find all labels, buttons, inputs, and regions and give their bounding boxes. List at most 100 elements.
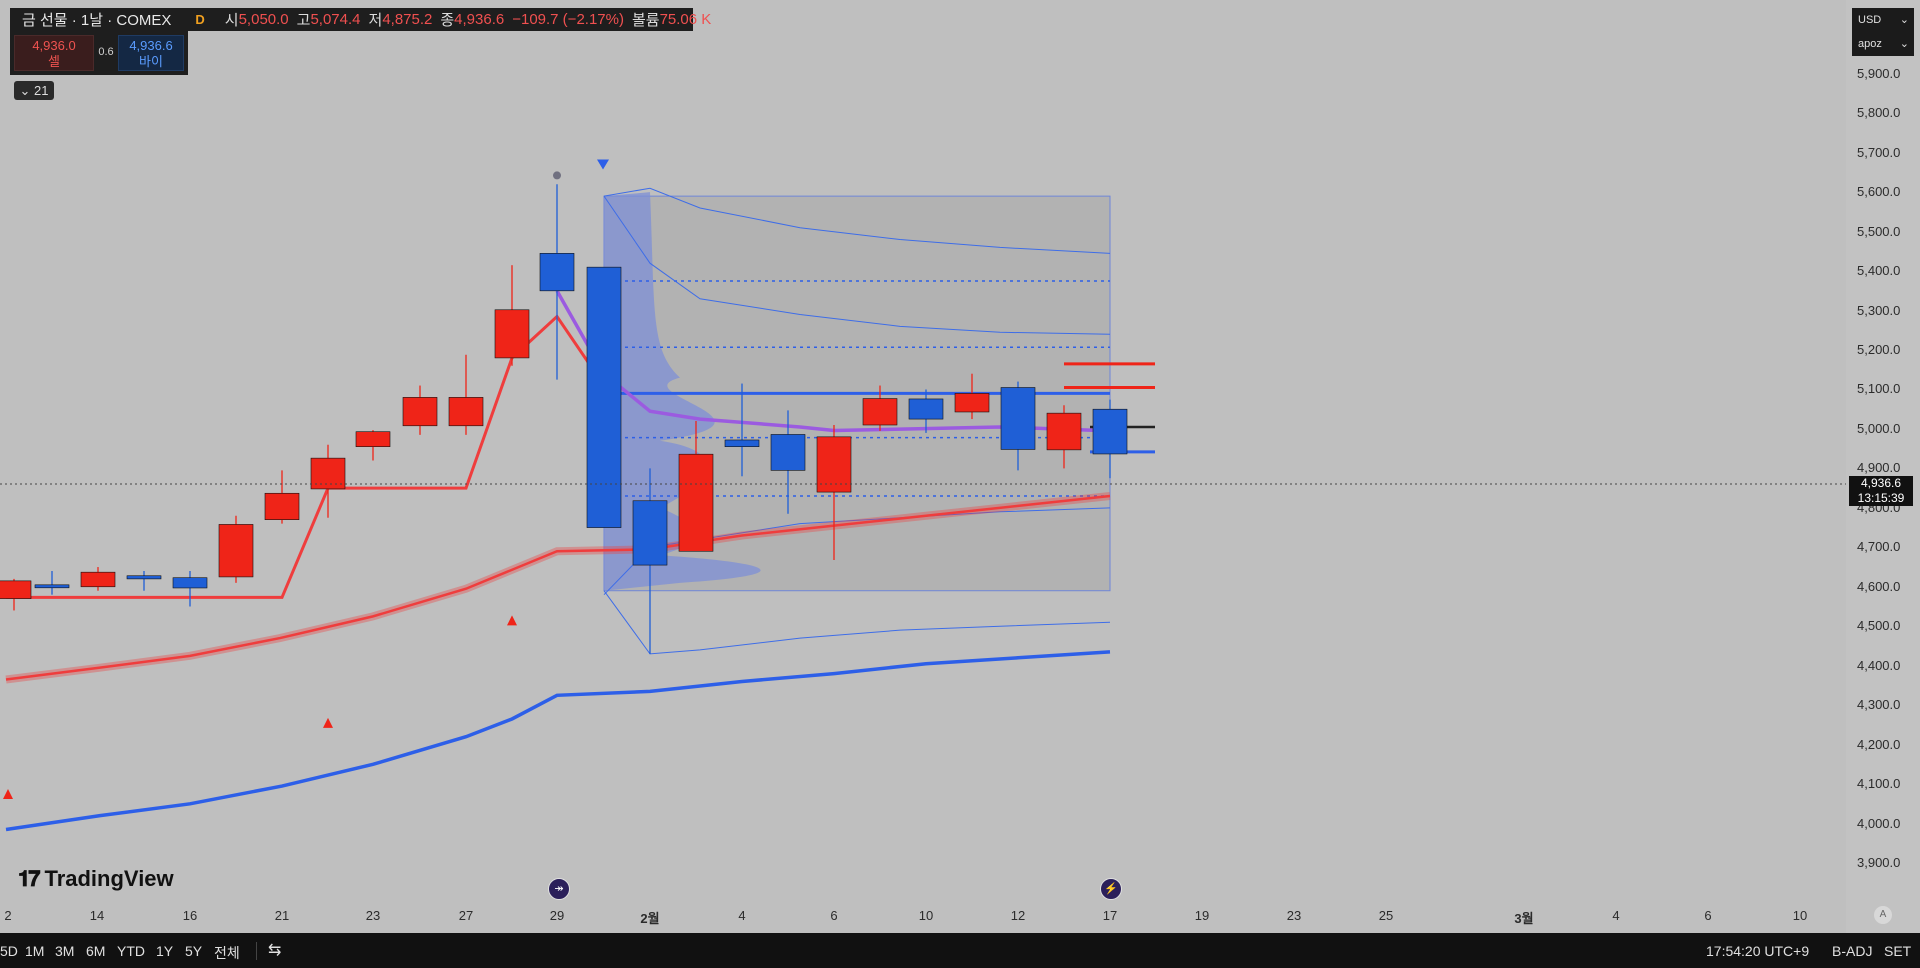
candle-body	[632, 500, 668, 566]
time-tick-label: 19	[1194, 908, 1210, 923]
date-range-icon[interactable]: ⇆	[268, 942, 282, 959]
candle	[1000, 381, 1036, 471]
indicators-collapse-button[interactable]: ⌄ 21	[14, 81, 54, 100]
price-tick-label: 5,900.0	[1857, 65, 1901, 81]
current-price-tag: 4,936.6 13:15:39	[1849, 476, 1913, 506]
supertrend-line	[6, 314, 606, 599]
currency-select[interactable]: USD ⌄	[1852, 8, 1914, 32]
range-6m[interactable]: 6M	[86, 943, 106, 959]
logo-text: TradingView	[44, 866, 174, 891]
range-ytd[interactable]: YTD	[117, 943, 145, 959]
adjustment-toggle[interactable]: B-ADJ	[1832, 943, 1873, 959]
price-tick-label: 4,400.0	[1857, 657, 1901, 673]
open-value: 5,050.0	[238, 11, 289, 28]
candle	[310, 444, 346, 518]
time-tick-label: 16	[182, 908, 198, 923]
time-tick-label: 6	[1704, 908, 1712, 923]
dividend-event-icon[interactable]: ⚡	[1100, 878, 1122, 900]
candle	[402, 385, 438, 435]
candle	[494, 265, 530, 366]
sell-button[interactable]: 4,936.0 셀	[14, 35, 94, 71]
range-all[interactable]: 전체	[214, 945, 240, 961]
range-1y[interactable]: 1Y	[156, 943, 174, 959]
candle	[632, 468, 668, 654]
sell-signal-icon	[597, 159, 609, 170]
chevron-down-icon: ⌄	[1899, 38, 1909, 50]
signal-markers	[3, 159, 609, 799]
range-3m[interactable]: 3M	[55, 943, 75, 959]
volume-value: 75.06 K	[659, 11, 712, 28]
candle	[1092, 399, 1128, 479]
time-tick-label: 27	[458, 908, 474, 923]
time-tick-label: 14	[89, 908, 105, 923]
price-tick-label: 4,200.0	[1857, 736, 1901, 752]
bar-countdown: 13:15:39	[1857, 491, 1905, 505]
candle-body	[172, 577, 208, 589]
candle	[126, 570, 162, 591]
price-tick-label: 5,200.0	[1857, 342, 1901, 358]
price-tick-label: 4,100.0	[1857, 776, 1901, 792]
currency-value: USD	[1858, 14, 1882, 26]
volume-label: 볼륨	[631, 12, 660, 29]
open-label: 시	[224, 12, 239, 29]
price-tick-label: 5,300.0	[1857, 302, 1901, 318]
time-tick-label: 21	[274, 908, 290, 923]
tradingview-logo[interactable]: 𝟏𝟕 TradingView	[18, 866, 174, 892]
spread-value: 0.6	[98, 46, 114, 58]
buy-label: 바이	[139, 54, 163, 69]
band-lower	[603, 590, 1111, 655]
clock[interactable]: 17:54:20 UTC+9	[1706, 943, 1810, 959]
candle	[586, 266, 622, 528]
band-mid-upper	[603, 195, 1111, 335]
candle-body	[402, 397, 438, 427]
candle	[816, 424, 852, 560]
session-toggle[interactable]: SET	[1884, 943, 1912, 959]
bottom-toolbar: 5D 1M 3M 6M YTD 1Y 5Y 전체 ⇆ 17:54:20 UTC+…	[0, 933, 1920, 968]
buy-signal-icon	[323, 717, 333, 728]
candle-body	[816, 436, 852, 493]
ema-red-line	[5, 494, 1111, 681]
current-price: 4,936.6	[1860, 476, 1902, 490]
interval-badge: D	[195, 12, 205, 27]
time-tick-label: 17	[1102, 908, 1118, 923]
profile-select[interactable]: apoz ⌄	[1852, 32, 1914, 56]
time-tick-label: 23	[1286, 908, 1302, 923]
currency-unit-panel: USD ⌄ apoz ⌄	[1852, 8, 1914, 56]
profile-value: apoz	[1858, 38, 1882, 50]
tradingview-logo-icon: 𝟏𝟕	[18, 866, 41, 891]
candle-body	[448, 397, 484, 427]
candle	[264, 470, 300, 524]
price-tick-label: 4,700.0	[1857, 539, 1901, 555]
candle	[172, 570, 208, 607]
buy-button[interactable]: 4,936.6 바이	[118, 35, 184, 71]
chevron-down-icon: ⌄	[1899, 14, 1909, 26]
time-tick-label: 4	[1612, 908, 1620, 923]
toolbar-divider	[256, 942, 257, 960]
auto-scale-button[interactable]: A	[1874, 906, 1892, 924]
range-5y[interactable]: 5Y	[185, 943, 203, 959]
close-value: 4,936.6	[454, 11, 505, 28]
candle-body	[770, 434, 806, 471]
candle	[448, 354, 484, 435]
signal-dot-icon	[553, 171, 561, 180]
candle	[770, 410, 806, 514]
candle	[908, 389, 944, 433]
candle-body	[954, 393, 990, 413]
trade-panel: 4,936.0 셀 0.6 4,936.6 바이	[10, 31, 188, 75]
price-axis[interactable]	[1846, 0, 1920, 933]
candle-body	[218, 524, 254, 578]
range-5d[interactable]: 5D	[0, 943, 18, 959]
candle-body	[34, 584, 70, 589]
price-tick-label: 4,900.0	[1857, 460, 1901, 476]
sell-price: 4,936.0	[32, 38, 76, 53]
chart-canvas[interactable]	[0, 0, 1920, 933]
ema-blue-line	[5, 650, 1111, 832]
band-upper	[603, 187, 1111, 254]
candle-body	[1000, 387, 1036, 450]
candle-body	[494, 309, 530, 359]
range-1m[interactable]: 1M	[25, 943, 45, 959]
low-label: 저	[368, 12, 383, 29]
time-tick-label: 6	[830, 908, 838, 923]
event-marker-icon[interactable]: ↠	[548, 878, 570, 900]
symbol-name[interactable]: 금 선물 · 1날 · COMEX	[22, 12, 172, 29]
